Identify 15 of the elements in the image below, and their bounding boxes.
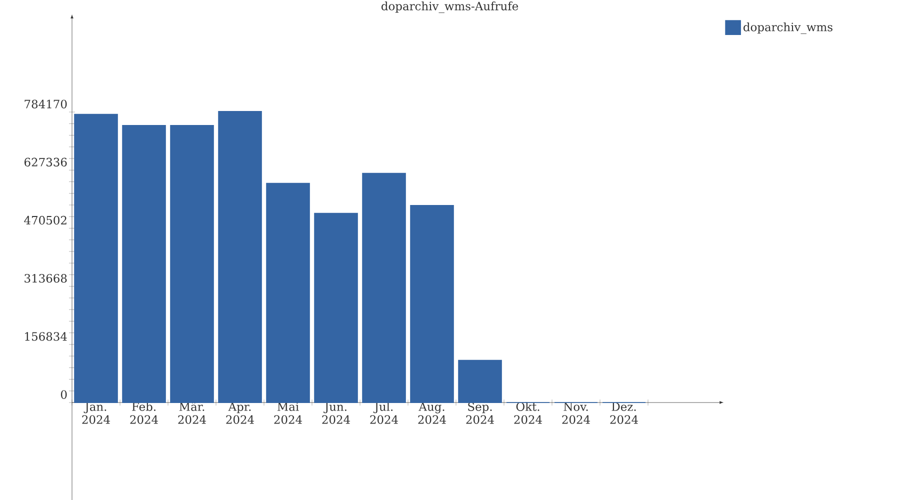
y-tick-label: 627336 (24, 158, 67, 166)
y-tick-label: 156834 (25, 332, 67, 341)
y-tick-label: 0 (60, 390, 67, 399)
y-tick-label: 470502 (24, 216, 66, 225)
legend-label: doparchiv_wms (744, 22, 832, 34)
x-tick-label: Nov. 2024 (562, 402, 590, 424)
x-tick-label: Aug. 2024 (418, 402, 446, 424)
x-tick-label: Sep. 2024 (466, 402, 494, 424)
x-tick-label: Dez. 2024 (610, 402, 638, 424)
x-tick-label: Jan. 2024 (82, 402, 110, 424)
y-tick-label: 784170 (24, 100, 67, 108)
y-tick-label: 313668 (24, 274, 67, 283)
x-tick-label: Apr. 2024 (226, 402, 254, 424)
chart-title: doparchiv_wms-Aufrufe (382, 2, 518, 13)
x-tick-label: Jun. 2024 (322, 402, 350, 424)
